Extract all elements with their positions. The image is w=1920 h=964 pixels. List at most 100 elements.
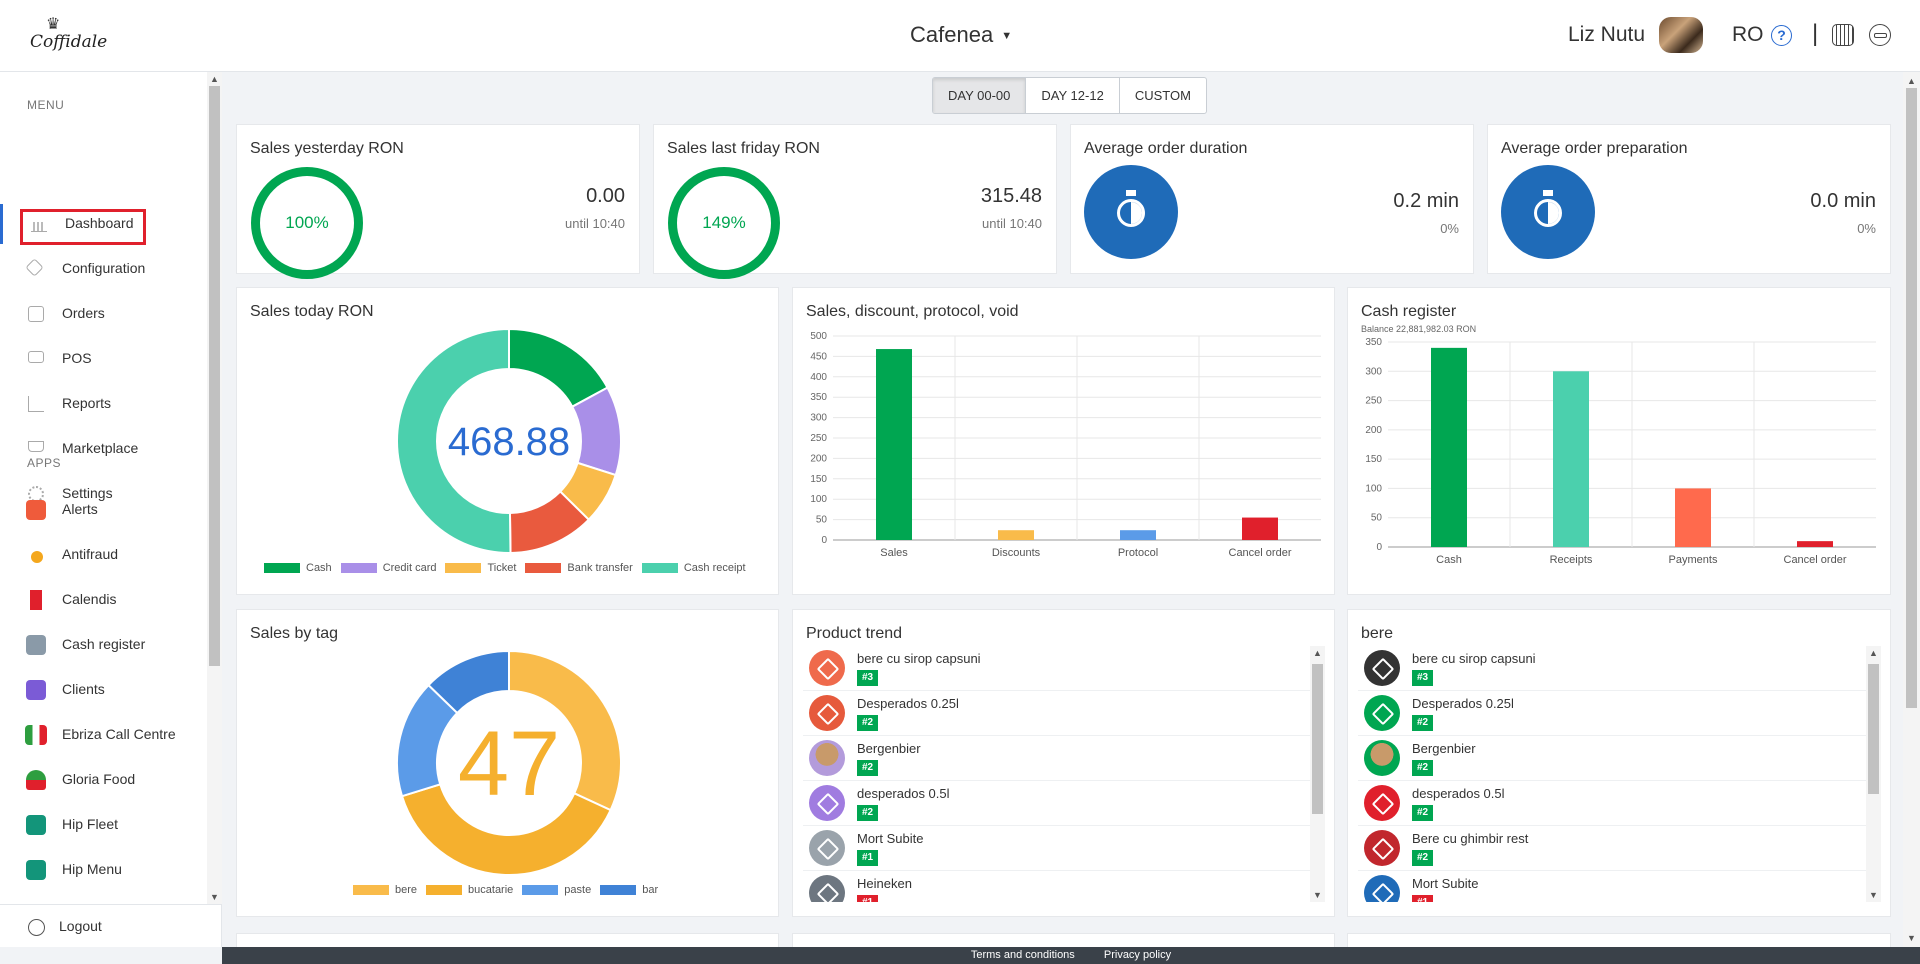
tab-day-12-12[interactable]: DAY 12-12	[1026, 78, 1120, 113]
scroll-up-arrow-icon[interactable]: ▲	[1907, 76, 1916, 86]
list-item[interactable]: Bergenbier #2	[1358, 736, 1880, 781]
legend-label: bar	[642, 884, 659, 896]
list-item[interactable]: desperados 0.5l #2	[1358, 781, 1880, 826]
cash-bar-cancel-order[interactable]	[1797, 541, 1833, 547]
sidebar-item-hip-fleet[interactable]: Hip Fleet	[0, 805, 205, 845]
sales-by-tag-center-value: 47	[458, 713, 560, 815]
avatar[interactable]	[1659, 17, 1703, 53]
logout-label: Logout	[59, 918, 102, 934]
rank-badge: #1	[857, 850, 879, 866]
list-item[interactable]: bere cu sirop capsuni #3	[803, 646, 1324, 691]
product-trend-scrollbar[interactable]: ▲ ▼	[1310, 646, 1325, 902]
legend-item[interactable]: bar	[600, 884, 658, 896]
terms-link[interactable]: Terms and conditions	[970, 949, 1075, 961]
sales-bar-cancel-order[interactable]	[1242, 517, 1278, 540]
sidebar-item-cash-register[interactable]: Cash register	[0, 625, 205, 665]
privacy-link[interactable]: Privacy policy	[1103, 949, 1172, 961]
sales-by-tag-slice-bar[interactable]	[427, 649, 510, 715]
venue-selector[interactable]: Cafenea ▼	[910, 22, 1012, 48]
bere-scrollbar[interactable]: ▲ ▼	[1866, 646, 1881, 902]
list-item[interactable]: Desperados 0.25l #2	[803, 691, 1324, 736]
list-item[interactable]: Bergenbier #2	[803, 736, 1324, 781]
legend-item[interactable]: Credit card	[340, 562, 436, 574]
sidebar-item-label: Reports	[62, 395, 112, 411]
product-name: Desperados 0.25l	[857, 696, 959, 711]
sidebar-scrollbar[interactable]: ▲ ▼	[207, 72, 222, 904]
help-icon[interactable]: ?	[1771, 25, 1792, 46]
sales-bar-discounts[interactable]	[998, 530, 1034, 540]
sales-by-tag-slice-bere[interactable]	[508, 649, 622, 812]
scroll-up-arrow-icon[interactable]: ▲	[1869, 648, 1878, 658]
legend-label: bucatarie	[468, 884, 514, 896]
legend-item[interactable]: bere	[353, 884, 417, 896]
legend-item[interactable]: Cash receipt	[641, 562, 746, 574]
sales-bar-sales[interactable]	[876, 349, 912, 540]
list-item[interactable]: Heineken #1	[803, 871, 1324, 902]
legend-item[interactable]: paste	[522, 884, 591, 896]
scroll-up-arrow-icon[interactable]: ▲	[1313, 648, 1322, 658]
legend-label: Cash receipt	[683, 562, 746, 574]
list-item[interactable]: Mort Subite #1	[803, 826, 1324, 871]
list-item[interactable]: Desperados 0.25l #2	[1358, 691, 1880, 736]
sidebar-item-calendis[interactable]: Calendis	[0, 580, 205, 620]
legend-swatch	[600, 885, 637, 895]
scroll-down-arrow-icon[interactable]: ▼	[1869, 890, 1878, 900]
legend-item[interactable]: Bank transfer	[525, 562, 633, 574]
list-item[interactable]: desperados 0.5l #2	[803, 781, 1324, 826]
cash-bar-cash[interactable]	[1431, 347, 1467, 547]
y-tick-label: 350	[1365, 337, 1382, 348]
tab-day-00-00[interactable]: DAY 00-00	[933, 78, 1027, 113]
sales-by-tag-donut: 47	[396, 649, 622, 876]
sales-bar-protocol[interactable]	[1120, 530, 1156, 540]
logout-icon	[28, 919, 45, 936]
sidebar-item-pos[interactable]: POS	[0, 339, 205, 379]
tag-icon	[1364, 695, 1400, 731]
sidebar-item-antifraud[interactable]: Antifraud	[0, 535, 205, 575]
sidebar-item-marketplace[interactable]: Marketplace	[0, 429, 205, 469]
rank-badge: #3	[857, 670, 879, 686]
logout-button[interactable]: Logout	[0, 904, 222, 947]
product-name: Bere cu ghimbir rest	[1412, 831, 1529, 846]
main-scrollbar[interactable]: ▲ ▼	[1903, 72, 1920, 947]
legend-label: bere	[395, 884, 418, 896]
legend-swatch	[426, 885, 463, 895]
sales-by-tag-slice-bucatarie[interactable]	[400, 783, 612, 876]
toggle-icon[interactable]	[1869, 24, 1891, 46]
sidebar-item-dashboard[interactable]: Dashboard	[0, 204, 205, 244]
language-selector[interactable]: RO	[1732, 23, 1764, 46]
brand-logo[interactable]: ♛ Coffidale	[28, 14, 107, 58]
list-item[interactable]: bere cu sirop capsuni #3	[1358, 646, 1880, 691]
scrollbar-thumb[interactable]	[209, 86, 220, 666]
tag-icon	[809, 650, 845, 686]
cash-bar-receipts[interactable]	[1553, 371, 1589, 547]
sidebar-item-gloria-food[interactable]: Gloria Food	[0, 760, 205, 800]
sales-today-slice-cash-receipt[interactable]	[396, 327, 512, 554]
rank-badge: #2	[857, 760, 879, 776]
list-item[interactable]: Mort Subite #1	[1358, 871, 1880, 902]
sidebar-item-reports[interactable]: Reports	[0, 384, 205, 424]
sidebar-item-configuration[interactable]: Configuration	[0, 249, 205, 289]
sidebar-item-alerts[interactable]: Alerts	[0, 490, 205, 530]
hip-fleet-icon	[26, 815, 46, 835]
sidebar-item-clients[interactable]: Clients	[0, 670, 205, 710]
tab-custom[interactable]: CUSTOM	[1134, 88, 1191, 103]
legend-swatch	[641, 563, 678, 573]
scrollbar-thumb[interactable]	[1312, 664, 1323, 814]
legend-item[interactable]: bucatarie	[426, 884, 513, 896]
legend-item[interactable]: Ticket	[445, 562, 516, 574]
sidebar-item-hip-menu[interactable]: Hip Menu	[0, 850, 205, 890]
cash-bar-payments[interactable]	[1675, 488, 1711, 547]
pos-terminal-icon[interactable]	[1832, 24, 1854, 46]
sidebar-item-orders[interactable]: Orders	[0, 294, 205, 334]
scroll-up-arrow-icon[interactable]: ▲	[210, 74, 219, 84]
scrollbar-thumb[interactable]	[1906, 88, 1917, 708]
scrollbar-thumb[interactable]	[1868, 664, 1879, 794]
scroll-down-arrow-icon[interactable]: ▼	[1313, 890, 1322, 900]
legend-item[interactable]: Cash	[264, 562, 332, 574]
sidebar-item-ebriza-call-centre[interactable]: Ebriza Call Centre	[0, 715, 205, 755]
scroll-down-arrow-icon[interactable]: ▼	[210, 892, 219, 902]
scroll-down-arrow-icon[interactable]: ▼	[1907, 933, 1916, 943]
user-name[interactable]: Liz Nutu	[1568, 23, 1646, 46]
venue-name: Cafenea	[910, 22, 994, 47]
list-item[interactable]: Bere cu ghimbir rest #2	[1358, 826, 1880, 871]
